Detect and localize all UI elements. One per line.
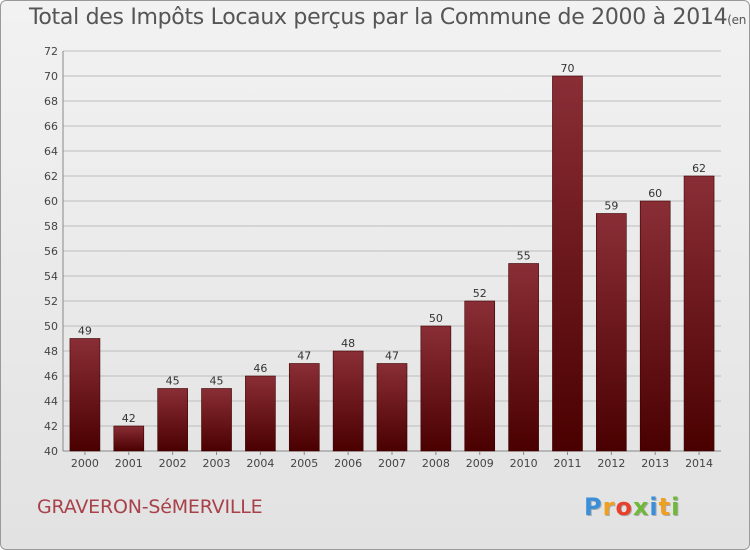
logo-letter: o bbox=[615, 493, 633, 521]
y-tick-label: 62 bbox=[44, 170, 58, 183]
y-tick-label: 72 bbox=[44, 45, 58, 58]
y-tick-label: 70 bbox=[44, 70, 58, 83]
x-tick-label: 2010 bbox=[510, 457, 538, 470]
bar-value-label: 48 bbox=[341, 337, 355, 350]
bar bbox=[245, 375, 276, 452]
bar-value-label: 59 bbox=[604, 200, 618, 213]
x-tick-label: 2002 bbox=[159, 457, 187, 470]
logo-letter: t bbox=[658, 493, 672, 521]
x-tick-label: 2009 bbox=[466, 457, 494, 470]
y-tick-label: 50 bbox=[44, 320, 58, 333]
x-tick-label: 2007 bbox=[378, 457, 406, 470]
bar-value-label: 47 bbox=[385, 350, 399, 363]
bar bbox=[201, 388, 232, 452]
x-tick-label: 2003 bbox=[203, 457, 231, 470]
x-tick-label: 2004 bbox=[246, 457, 274, 470]
y-tick-label: 60 bbox=[44, 195, 58, 208]
chart-title: Total des Impôts Locaux perçus par la Co… bbox=[29, 5, 749, 30]
y-tick-label: 66 bbox=[44, 120, 58, 133]
y-tick-label: 52 bbox=[44, 295, 58, 308]
bar bbox=[376, 363, 408, 452]
bar bbox=[464, 300, 496, 452]
bar bbox=[683, 175, 715, 452]
bar bbox=[639, 200, 671, 452]
bar bbox=[288, 363, 320, 452]
bar bbox=[69, 338, 101, 452]
x-tick-label: 2008 bbox=[422, 457, 450, 470]
y-tick-label: 40 bbox=[44, 445, 58, 458]
bar-value-label: 52 bbox=[473, 287, 487, 300]
y-tick-label: 42 bbox=[44, 420, 58, 433]
logo-letter: P bbox=[584, 493, 603, 521]
bar bbox=[552, 75, 583, 452]
bar-value-label: 55 bbox=[517, 250, 531, 263]
commune-name: GRAVERON-SéMERVILLE bbox=[37, 496, 263, 518]
x-tick-label: 2013 bbox=[641, 457, 669, 470]
chart-title-text: Total des Impôts Locaux perçus par la Co… bbox=[29, 5, 728, 30]
bar-value-label: 45 bbox=[210, 375, 224, 388]
x-tick-label: 2011 bbox=[553, 457, 581, 470]
x-tick-label: 2014 bbox=[685, 457, 713, 470]
bar-value-label: 60 bbox=[648, 187, 662, 200]
bar bbox=[332, 350, 364, 452]
bar-value-label: 45 bbox=[166, 375, 180, 388]
bar bbox=[508, 263, 539, 452]
bar-value-label: 49 bbox=[78, 325, 92, 338]
x-tick-label: 2012 bbox=[597, 457, 625, 470]
y-tick-label: 58 bbox=[44, 220, 58, 233]
bar-value-label: 47 bbox=[297, 350, 311, 363]
x-tick-label: 2005 bbox=[290, 457, 318, 470]
y-tick-label: 64 bbox=[44, 145, 58, 158]
bar bbox=[596, 213, 627, 452]
y-tick-label: 48 bbox=[44, 345, 58, 358]
x-tick-label: 2006 bbox=[334, 457, 362, 470]
bar-value-label: 42 bbox=[122, 412, 136, 425]
bar-value-label: 62 bbox=[692, 162, 706, 175]
y-tick-label: 56 bbox=[44, 245, 58, 258]
proxiti-logo[interactable]: Proxiti bbox=[584, 493, 680, 521]
logo-letter: x bbox=[632, 493, 650, 521]
y-tick-label: 46 bbox=[44, 370, 58, 383]
bar bbox=[113, 425, 145, 452]
x-tick-label: 2001 bbox=[115, 457, 143, 470]
bar-value-label: 46 bbox=[253, 362, 267, 375]
y-tick-label: 54 bbox=[44, 270, 58, 283]
logo-letter: r bbox=[602, 493, 616, 521]
logo-letter: i bbox=[649, 493, 659, 521]
y-tick-label: 44 bbox=[44, 395, 58, 408]
bar bbox=[157, 388, 188, 452]
y-tick-label: 68 bbox=[44, 95, 58, 108]
x-tick-label: 2000 bbox=[71, 457, 99, 470]
bar-value-label: 70 bbox=[560, 62, 574, 75]
bar bbox=[420, 325, 452, 452]
bar-value-label: 50 bbox=[429, 312, 443, 325]
chart-title-units: (en milliers d'€) bbox=[727, 13, 749, 27]
logo-letter: i bbox=[671, 493, 681, 521]
